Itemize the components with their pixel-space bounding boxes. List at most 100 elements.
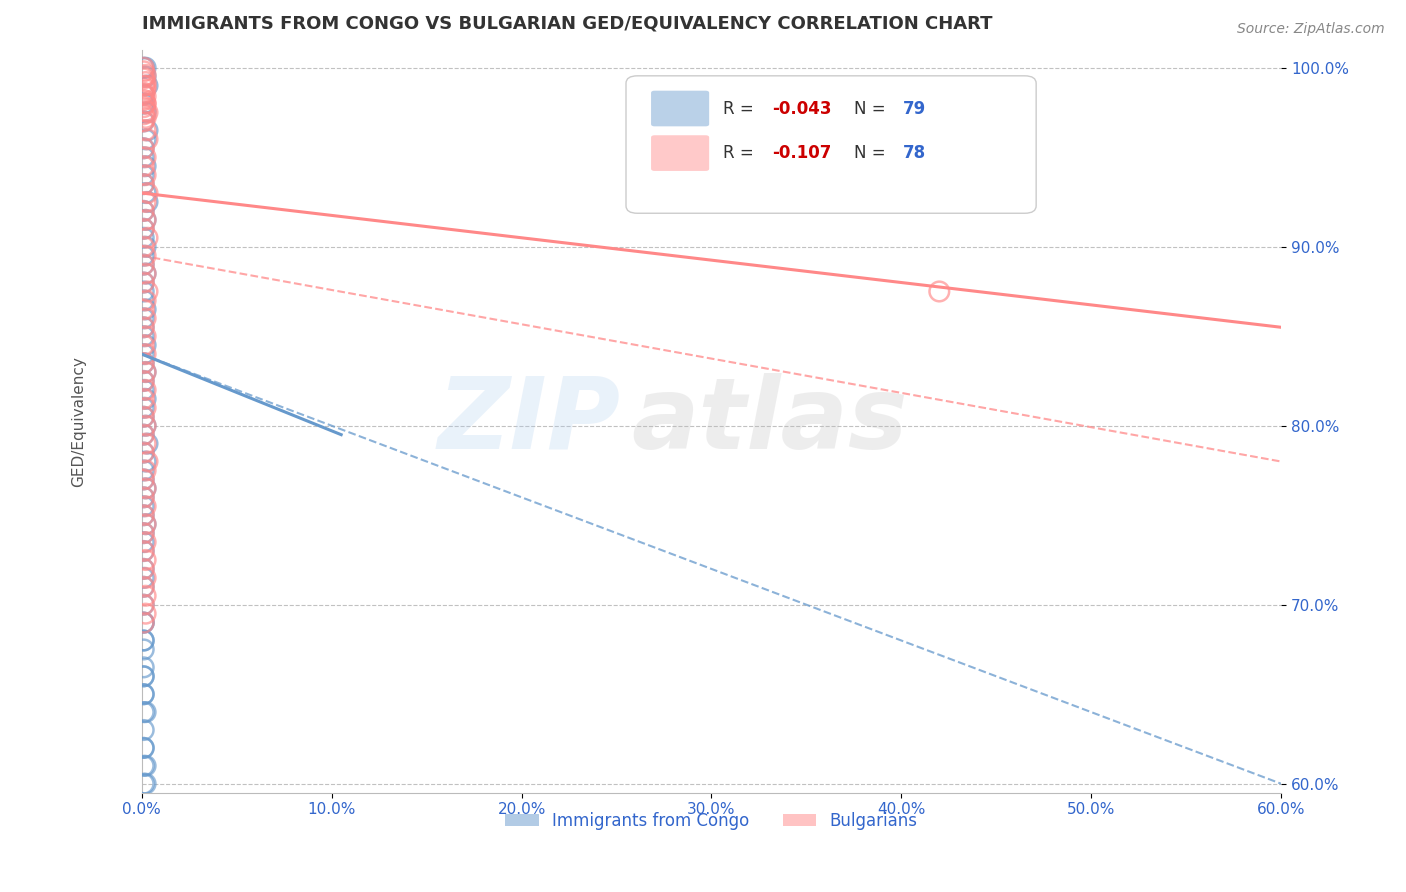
Point	[135, 365, 157, 379]
Point	[132, 463, 155, 477]
Point	[135, 75, 157, 89]
Point	[132, 633, 155, 648]
Point	[132, 401, 155, 415]
Point	[132, 61, 155, 75]
Point	[132, 508, 155, 523]
Point	[132, 249, 155, 263]
Point	[132, 293, 155, 308]
Point	[132, 723, 155, 737]
Point	[135, 392, 157, 406]
Point	[132, 222, 155, 236]
Point	[135, 168, 157, 182]
Point	[136, 285, 159, 299]
Point	[135, 194, 157, 209]
Point	[135, 418, 157, 433]
Point	[132, 203, 155, 218]
Text: 78: 78	[903, 145, 927, 162]
Point	[132, 491, 155, 505]
Point	[135, 436, 157, 450]
Point	[132, 100, 155, 114]
Point	[132, 687, 155, 701]
Point	[132, 615, 155, 630]
Point	[132, 669, 155, 683]
Point	[135, 89, 157, 103]
Text: ZIP: ZIP	[437, 373, 620, 470]
Point	[135, 500, 157, 514]
Point	[136, 436, 159, 450]
Point	[135, 82, 157, 96]
Point	[132, 338, 155, 352]
Point	[135, 249, 157, 263]
Point	[132, 472, 155, 486]
FancyBboxPatch shape	[651, 136, 709, 171]
Point	[135, 186, 157, 200]
Text: IMMIGRANTS FROM CONGO VS BULGARIAN GED/EQUIVALENCY CORRELATION CHART: IMMIGRANTS FROM CONGO VS BULGARIAN GED/E…	[142, 15, 993, 33]
Point	[135, 607, 157, 621]
Point	[135, 454, 157, 468]
Point	[135, 293, 157, 308]
Point	[132, 374, 155, 388]
Point	[136, 123, 159, 137]
Text: atlas: atlas	[631, 373, 908, 470]
Text: R =: R =	[723, 100, 759, 118]
Point	[132, 356, 155, 370]
Point	[135, 78, 157, 93]
Point	[135, 481, 157, 495]
Y-axis label: GED/Equivalency: GED/Equivalency	[72, 356, 86, 487]
Text: 79: 79	[903, 100, 927, 118]
Point	[135, 103, 157, 118]
Point	[132, 356, 155, 370]
Point	[135, 68, 157, 82]
Point	[928, 285, 950, 299]
Point	[135, 535, 157, 549]
Point	[132, 347, 155, 361]
Text: R =: R =	[723, 145, 759, 162]
Point	[132, 141, 155, 155]
Point	[135, 463, 157, 477]
Text: N =: N =	[853, 145, 891, 162]
Point	[132, 141, 155, 155]
Point	[136, 231, 159, 245]
Point	[135, 311, 157, 326]
Point	[135, 383, 157, 397]
Point	[132, 107, 155, 121]
Text: Source: ZipAtlas.com: Source: ZipAtlas.com	[1237, 22, 1385, 37]
Point	[135, 589, 157, 603]
Point	[135, 267, 157, 281]
Point	[136, 78, 159, 93]
Point	[132, 64, 155, 78]
Text: -0.107: -0.107	[772, 145, 831, 162]
Point	[132, 598, 155, 612]
Point	[132, 150, 155, 164]
Point	[135, 96, 157, 111]
Point	[132, 392, 155, 406]
Point	[132, 615, 155, 630]
FancyBboxPatch shape	[626, 76, 1036, 213]
Point	[132, 114, 155, 128]
Point	[132, 544, 155, 558]
Point	[132, 258, 155, 272]
Legend: Immigrants from Congo, Bulgarians: Immigrants from Congo, Bulgarians	[499, 805, 924, 837]
Point	[136, 105, 159, 120]
Point	[132, 87, 155, 102]
Point	[132, 508, 155, 523]
Point	[132, 409, 155, 424]
Point	[135, 365, 157, 379]
Point	[132, 740, 155, 755]
Point	[132, 580, 155, 594]
Point	[135, 267, 157, 281]
Point	[132, 311, 155, 326]
Point	[132, 705, 155, 719]
Point	[135, 240, 157, 254]
Point	[132, 660, 155, 674]
Point	[132, 491, 155, 505]
Point	[132, 329, 155, 343]
Point	[135, 553, 157, 567]
Point	[135, 212, 157, 227]
Point	[132, 500, 155, 514]
Point	[132, 276, 155, 290]
Point	[132, 96, 155, 111]
Point	[132, 445, 155, 459]
Point	[135, 705, 157, 719]
Point	[132, 598, 155, 612]
